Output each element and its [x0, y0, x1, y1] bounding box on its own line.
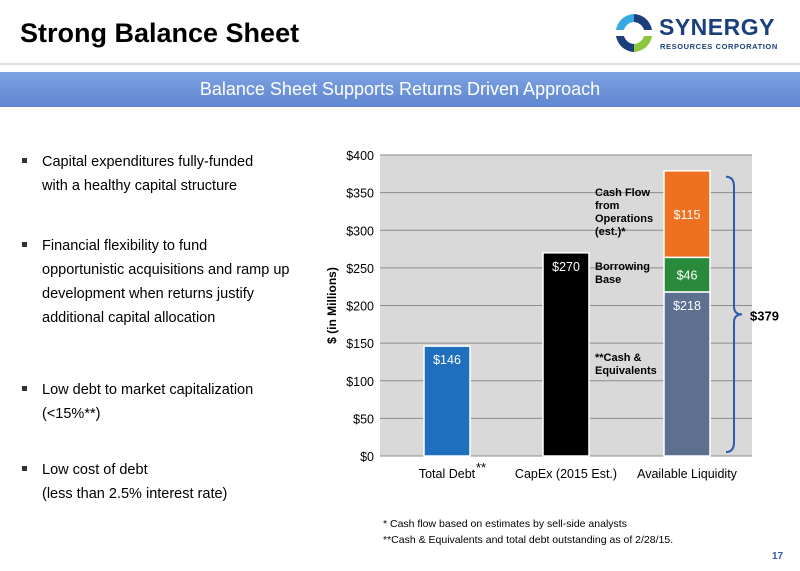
- bar-value-label: $270: [552, 260, 580, 274]
- y-tick-label: $150: [346, 337, 374, 351]
- x-tick-label: Total Debt: [419, 467, 476, 481]
- bullet-line: with a healthy capital structure: [42, 178, 238, 194]
- bullet-line: (<15%**): [42, 406, 101, 422]
- slide-title: Strong Balance Sheet: [20, 18, 300, 48]
- y-tick-label: $100: [346, 375, 374, 389]
- bullet-line: Low debt to market capitalization: [42, 382, 254, 398]
- x-tick-label: CapEx (2015 Est.): [515, 467, 617, 481]
- bullet-marker: [22, 466, 27, 471]
- bullet-line: Financial flexibility to fund: [42, 238, 208, 254]
- segment-annotation: from: [595, 200, 620, 212]
- total-brace: [725, 175, 743, 453]
- title-divider: [0, 63, 800, 65]
- y-tick-label: $300: [346, 224, 374, 238]
- y-tick-label: $0: [360, 450, 374, 464]
- segment-annotation: (est.)*: [595, 226, 626, 238]
- bar: [423, 345, 471, 457]
- total-label: $379: [750, 308, 779, 323]
- subtitle-banner: Balance Sheet Supports Returns Driven Ap…: [0, 72, 800, 107]
- y-tick-label: $250: [346, 262, 374, 276]
- x-tick-label: Available Liquidity: [637, 467, 738, 481]
- bullet-line: Low cost of debt: [42, 462, 148, 478]
- bullet-line: (less than 2.5% interest rate): [42, 486, 228, 502]
- y-tick-label: $400: [346, 149, 374, 163]
- logo-swirl-icon: [614, 13, 654, 53]
- bullet-marker: [22, 158, 27, 163]
- bullet-line: additional capital allocation: [42, 310, 216, 326]
- y-tick-label: $50: [353, 412, 374, 426]
- bar-value-label: $115: [674, 208, 701, 222]
- bullet-line: opportunistic acquisitions and ramp up: [42, 262, 290, 278]
- footnote-cash-equivalents: **Cash & Equivalents and total debt outs…: [383, 534, 674, 546]
- logo-subtitle: RESOURCES CORPORATION: [660, 42, 778, 51]
- footnote-cash-flow: * Cash flow based on estimates by sell-s…: [383, 518, 627, 530]
- y-tick-label: $350: [346, 187, 374, 201]
- bullet-marker: [22, 242, 27, 247]
- y-tick-label: $200: [346, 300, 374, 314]
- banner-text: Balance Sheet Supports Returns Driven Ap…: [199, 79, 601, 99]
- company-logo: SYNERGY RESOURCES CORPORATION: [611, 10, 791, 58]
- logo-name: SYNERGY: [659, 14, 775, 40]
- segment-annotation: **Cash &: [595, 352, 642, 364]
- page-number: 17: [772, 551, 784, 562]
- bar-value-label: $146: [433, 353, 461, 367]
- bar-segment: [663, 256, 711, 293]
- bar-value-label: $218: [673, 299, 701, 313]
- y-axis-label: $ (in Millions): [325, 267, 339, 344]
- bar-value-label: $46: [677, 269, 698, 283]
- segment-annotation: Base: [595, 274, 621, 286]
- bar: [542, 252, 590, 457]
- bullet-line: Capital expenditures fully-funded: [42, 154, 254, 170]
- segment-annotation: Cash Flow: [595, 187, 650, 199]
- x-tick-footnote-mark: **: [476, 460, 486, 475]
- bar-segment: [663, 291, 711, 457]
- bar-segment: [663, 170, 711, 259]
- segment-annotation: Operations: [595, 213, 653, 225]
- segment-annotation: Equivalents: [595, 365, 657, 377]
- bullet-line: development when returns justify: [42, 286, 254, 302]
- segment-annotation: Borrowing: [595, 261, 650, 273]
- bullet-marker: [22, 386, 27, 391]
